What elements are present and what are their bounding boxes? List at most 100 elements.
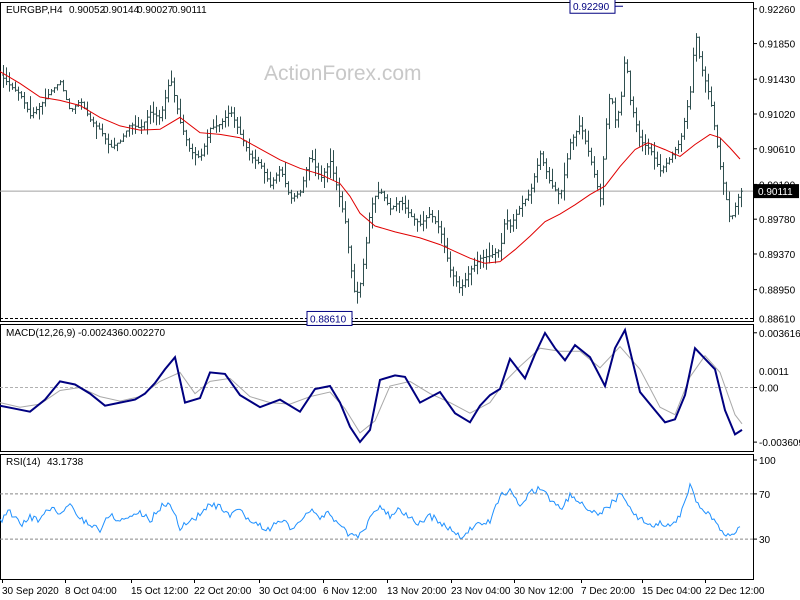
ohlc-bar xyxy=(140,119,143,134)
ohlc-bar xyxy=(587,130,590,157)
ohlc-bar xyxy=(218,123,221,133)
ohlc-bar xyxy=(242,129,245,147)
ohlc-bar xyxy=(170,70,173,87)
ohlc-bar xyxy=(536,158,539,183)
ohlc-bar xyxy=(620,91,623,116)
ohlc-bar xyxy=(32,107,35,119)
ohlc-bar xyxy=(146,109,149,135)
ohlc-bar xyxy=(491,244,494,259)
ohlc-bar xyxy=(617,110,620,128)
ohlc-bar xyxy=(488,242,491,264)
ohlc-bar xyxy=(59,80,62,86)
ohlc-bar xyxy=(200,148,203,161)
low-marker-box xyxy=(306,310,353,326)
ohlc-bar xyxy=(230,106,233,117)
ohlc-bar xyxy=(437,210,440,234)
rsi-tick-label: 30 xyxy=(759,535,771,546)
ohlc-bar xyxy=(494,248,497,264)
ohlc-bar xyxy=(281,166,284,177)
macd-axis-labels: 0.003616 0.00 -0.003609 0.0011 xyxy=(753,329,800,449)
ohlc-bar xyxy=(176,94,179,115)
price-grid xyxy=(0,190,753,319)
ohlc-bar xyxy=(89,112,92,123)
ohlc-bar xyxy=(266,168,269,182)
ohlc-bar xyxy=(446,237,449,262)
ohlc-bar xyxy=(668,157,671,165)
ohlc-bar xyxy=(11,82,14,90)
ohlc-bar xyxy=(275,172,278,184)
ohlc-bar xyxy=(212,119,215,130)
ohlc-bar xyxy=(485,248,488,270)
ohlc-bar xyxy=(521,195,524,217)
ohlc-bar xyxy=(530,183,533,204)
ohlc-bar xyxy=(380,188,383,195)
ohlc-bar xyxy=(5,67,8,86)
y-tick-label: 0.91430 xyxy=(759,75,796,86)
high-value: 0.90144 xyxy=(103,5,140,16)
ohlc-bar xyxy=(680,133,683,152)
ohlc-bar xyxy=(260,159,263,169)
ohlc-bar xyxy=(257,156,260,165)
ohlc-bar xyxy=(740,188,743,208)
ohlc-bar xyxy=(290,189,293,204)
ohlc-bar xyxy=(638,120,641,147)
ohlc-bar xyxy=(293,192,296,202)
x-tick-label: 8 Oct 04:00 xyxy=(65,586,117,597)
x-tick-label: 13 Nov 20:00 xyxy=(387,586,447,597)
ohlc-bar xyxy=(611,98,614,105)
ohlc-bar xyxy=(431,209,434,223)
ohlc-bar xyxy=(392,205,395,210)
ohlc-bar xyxy=(2,64,5,88)
ohlc-bar xyxy=(656,151,659,167)
ohlc-bar xyxy=(383,190,386,202)
macd-signal-value: -0.002270 xyxy=(120,328,165,339)
ohlc-bar xyxy=(428,207,431,219)
ohlc-bar xyxy=(311,150,314,163)
ohlc-bar xyxy=(482,249,485,268)
ohlc-bar xyxy=(554,181,557,192)
ohlc-bar xyxy=(203,143,206,157)
ohlc-bar xyxy=(416,218,419,232)
ohlc-bar xyxy=(278,166,281,182)
rsi-value: 43.1738 xyxy=(47,457,84,468)
ohlc-bar xyxy=(464,272,467,288)
ohlc-bar xyxy=(545,158,548,179)
ohlc-bar xyxy=(353,263,356,293)
ohlc-bar xyxy=(461,279,464,296)
ohlc-bar xyxy=(440,220,443,244)
ohlc-bar xyxy=(737,193,740,215)
ohlc-bar xyxy=(410,209,413,218)
ohlc-bar xyxy=(113,137,116,150)
ohlc-bar xyxy=(635,107,638,133)
ohlc-bar xyxy=(98,122,101,130)
ohlc-bar xyxy=(470,265,473,286)
ohlc-bar xyxy=(77,100,80,107)
ohlc-bar xyxy=(500,233,503,261)
price-bars xyxy=(2,33,743,304)
ohlc-bar xyxy=(647,138,650,155)
rsi-tick-label: 100 xyxy=(759,456,776,467)
symbol-label: EURGBP,H4 xyxy=(6,5,63,16)
ohlc-bar xyxy=(593,156,596,178)
ohlc-bar xyxy=(53,87,56,94)
x-tick-label: 23 Nov 04:00 xyxy=(451,586,511,597)
x-tick-label: 22 Oct 20:00 xyxy=(194,586,252,597)
ohlc-bar xyxy=(368,212,371,244)
ohlc-bar xyxy=(719,138,722,170)
y-tick-label: 0.91020 xyxy=(759,110,796,121)
ohlc-bar xyxy=(566,153,569,179)
high-marker-label: 0.92290 xyxy=(573,2,610,13)
ohlc-bar xyxy=(254,149,257,169)
ohlc-bar xyxy=(374,195,377,213)
x-tick-label: 7 Dec 20:00 xyxy=(581,586,635,597)
ohlc-bar xyxy=(116,142,119,152)
ohlc-bar xyxy=(725,181,728,201)
ohlc-bar xyxy=(503,218,506,245)
ohlc-bar xyxy=(551,168,554,189)
x-tick-label: 6 Nov 12:00 xyxy=(323,586,377,597)
ohlc-bar xyxy=(302,176,305,193)
ohlc-bar xyxy=(701,51,704,77)
ohlc-bar xyxy=(134,115,137,134)
y-tick-label: 0.92260 xyxy=(759,5,796,16)
ohlc-bar xyxy=(572,134,575,151)
